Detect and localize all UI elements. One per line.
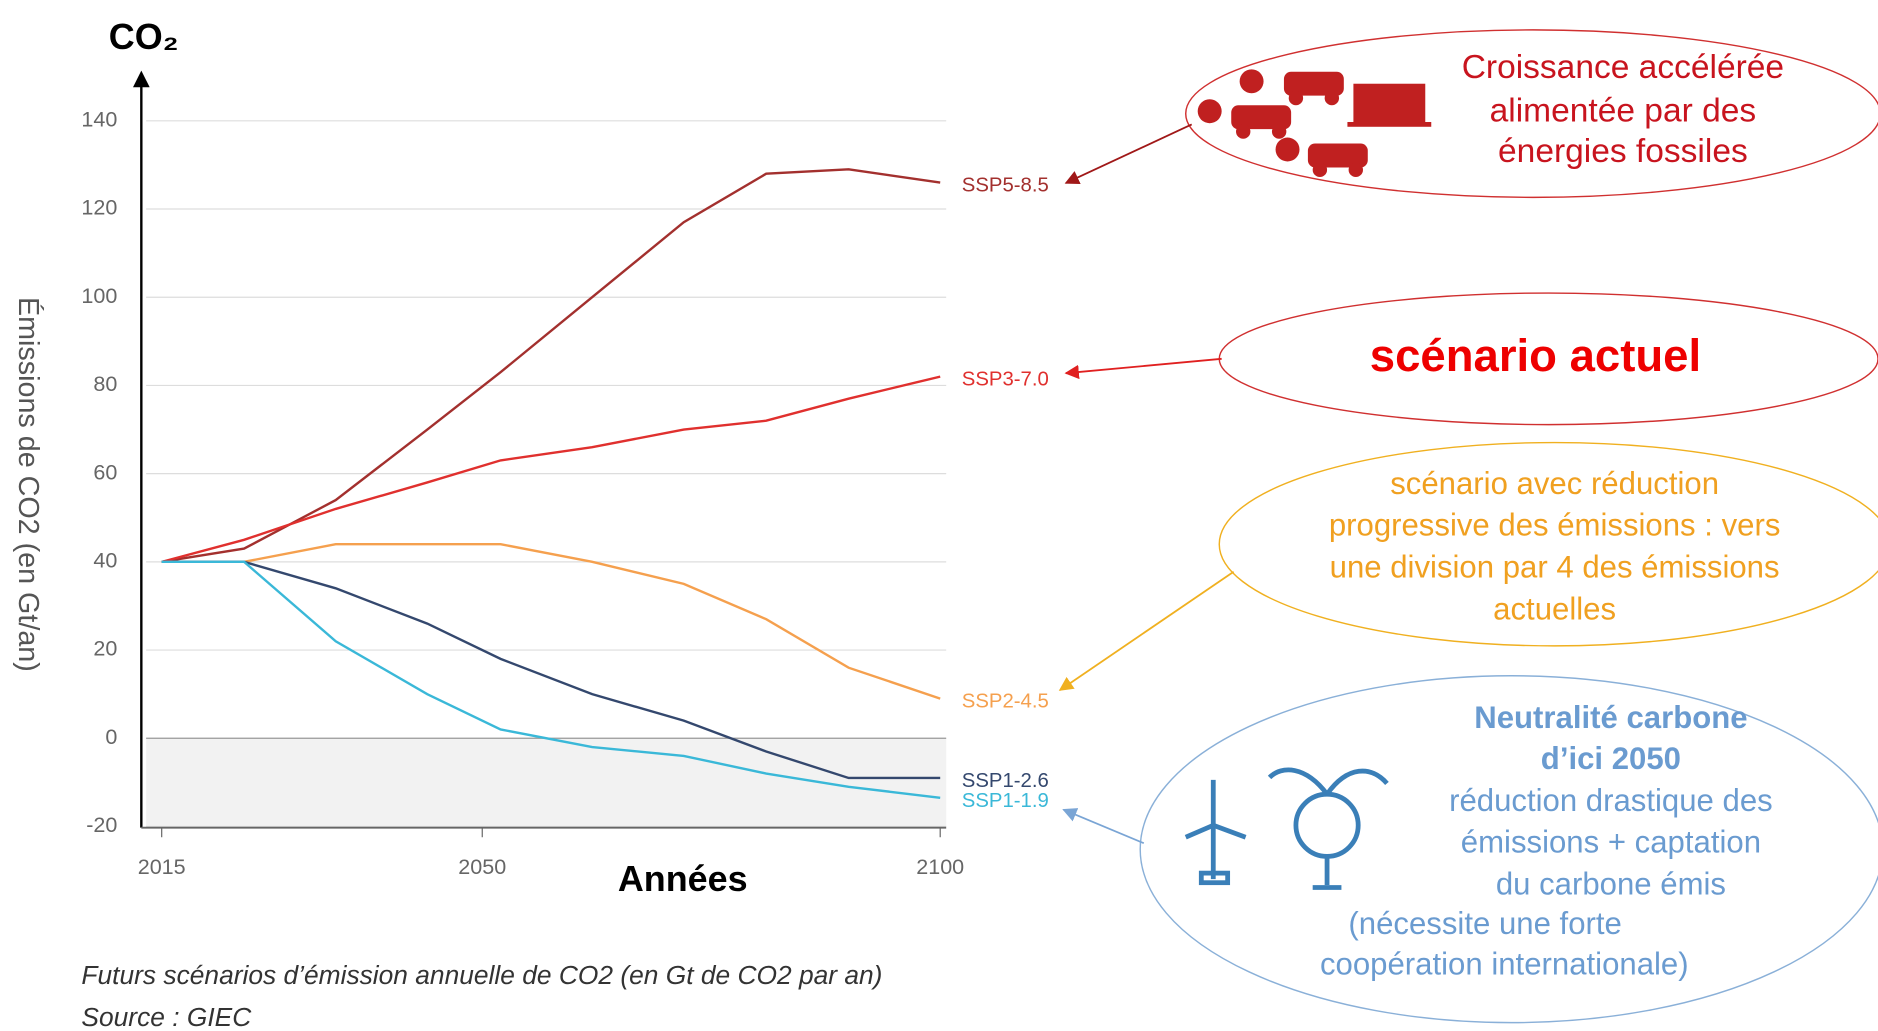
y-tick-label: 120 <box>81 196 117 220</box>
icons <box>1186 770 1387 888</box>
page: {"chart_data": {"type": "line", "title":… <box>0 0 1878 1031</box>
x-tick-label: 2050 <box>458 855 506 879</box>
annotation-text: scénario avec réduction <box>1390 466 1719 501</box>
caption: Futurs scénarios d’émission annuelle de … <box>81 960 882 990</box>
arrow <box>1060 572 1234 690</box>
series-label: SSP1-2.6 <box>962 770 1049 792</box>
y-tick-label: 100 <box>81 284 117 308</box>
y-tick-label: 20 <box>93 637 117 661</box>
y-axis-label: Émissions de CO2 (en Gt/an) <box>12 297 45 672</box>
series-label: SSP1-1.9 <box>962 790 1049 812</box>
annotation-text: actuelles <box>1493 591 1616 626</box>
x-axis-label: Années <box>618 859 748 899</box>
annotation-text: émissions + captation <box>1461 825 1761 860</box>
plot: -20 0 20 40 60 80 100 120 140 2015 2050 2100 SSP5-8.… <box>81 107 1048 879</box>
caption: Source : GIEC <box>81 1002 252 1031</box>
series-label: SSP2-4.5 <box>962 691 1049 713</box>
annotation-text: (nécessite une forte <box>1348 906 1621 941</box>
annotation-text: Neutralité carbone <box>1474 700 1747 735</box>
y-tick-label: 40 <box>93 549 117 573</box>
chart: -20 0 20 40 60 80 100 120 140 2015 2050 2100 SSP5-8.… <box>0 0 1878 1031</box>
series-label: SSP5-8.5 <box>962 175 1049 197</box>
annotation-text: alimentée par des <box>1490 92 1756 129</box>
annotation-text: réduction drastique des <box>1449 783 1773 818</box>
annotation-text: coopération internationale) <box>1320 947 1689 982</box>
y-tick-label: -20 <box>86 813 117 837</box>
series-line <box>162 377 941 562</box>
annotation-text: Croissance accélérée <box>1462 49 1784 86</box>
series-label: SSP3-7.0 <box>962 369 1049 391</box>
annotation-text: progressive des émissions : vers <box>1329 508 1781 543</box>
arrow <box>1064 810 1144 843</box>
icons <box>1198 69 1432 177</box>
annotation-text: scénario actuel <box>1370 330 1701 381</box>
arrow <box>1066 359 1222 373</box>
chart-title: CO₂ <box>109 17 179 57</box>
y-tick-label: 0 <box>105 725 117 749</box>
annotation-text: une division par 4 des émissions <box>1330 550 1780 585</box>
annotation-text: énergies fossiles <box>1498 133 1748 170</box>
annotation-text: d’ici 2050 <box>1541 741 1681 776</box>
x-tick-label: 2100 <box>916 855 964 879</box>
series-line <box>162 544 941 698</box>
x-tick-label: 2015 <box>138 855 186 879</box>
annotation-text: du carbone émis <box>1496 867 1726 902</box>
arrow <box>1066 124 1192 183</box>
y-tick-label: 80 <box>93 372 117 396</box>
series-line <box>162 169 941 562</box>
y-tick-label: 60 <box>93 460 117 484</box>
y-tick-label: 140 <box>81 107 117 131</box>
